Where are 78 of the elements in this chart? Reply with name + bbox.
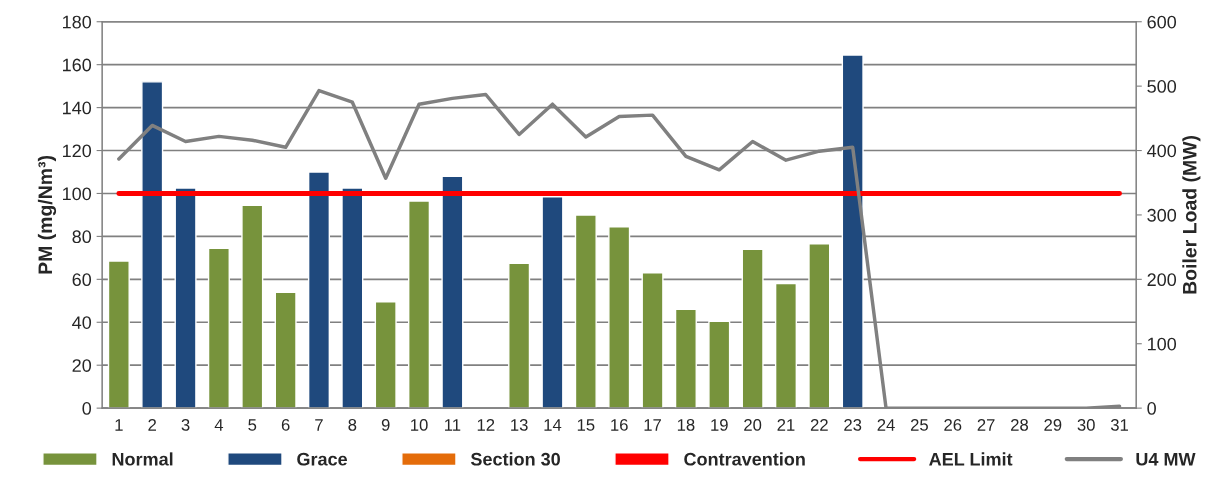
bar <box>608 226 631 409</box>
x-tick-label: 23 <box>844 418 862 431</box>
legend-label: Grace <box>297 452 348 466</box>
bar <box>641 272 664 409</box>
bar <box>174 187 197 409</box>
bar <box>741 248 764 409</box>
y-tick-label: 60 <box>72 273 92 287</box>
legend-label: Normal <box>112 452 173 466</box>
y-tick-label: 160 <box>63 58 92 72</box>
y2-tick-label: 300 <box>1147 208 1177 222</box>
x-tick-label: 2 <box>148 418 157 431</box>
x-tick-label: 4 <box>214 419 224 431</box>
bar <box>774 282 798 409</box>
y2-tick-label: 200 <box>1147 273 1177 287</box>
x-tick-label: 22 <box>810 418 828 431</box>
x-tick-label: 10 <box>411 418 428 431</box>
x-tick-label: 17 <box>644 419 661 431</box>
x-tick-label: 24 <box>877 418 895 431</box>
legend-label: AEL Limit <box>929 452 1013 466</box>
y-tick-label: 180 <box>63 15 92 29</box>
x-tick-label: 3 <box>181 418 190 431</box>
bar <box>508 262 531 409</box>
x-tick-label: 18 <box>677 418 695 431</box>
x-tick-label: 30 <box>1077 418 1095 431</box>
bar <box>107 260 130 409</box>
bar <box>207 247 230 409</box>
x-tick-label: 9 <box>381 418 390 431</box>
x-tick-label: 16 <box>611 418 628 431</box>
legend-label: U4 MW <box>1136 453 1196 466</box>
bar <box>274 291 297 409</box>
bar <box>541 195 564 409</box>
bar <box>374 301 397 409</box>
bar <box>708 320 731 409</box>
y2-tick-label: 600 <box>1147 15 1177 29</box>
x-tick-label: 15 <box>577 419 595 431</box>
bar <box>408 200 431 409</box>
bar <box>141 81 164 409</box>
x-tick-label: 6 <box>281 418 290 431</box>
x-tick-label: 13 <box>511 418 528 431</box>
x-tick-label: 14 <box>544 419 562 431</box>
y-tick-label: 120 <box>63 144 92 158</box>
x-tick-label: 7 <box>315 419 323 431</box>
y-tick-label: 140 <box>63 101 92 115</box>
y2-tick-label: 500 <box>1147 80 1177 93</box>
y-tick-label: 100 <box>63 187 92 201</box>
x-tick-label: 19 <box>711 418 728 431</box>
y2-tick-label: 100 <box>1148 337 1177 351</box>
y-tick-label: 40 <box>72 316 92 329</box>
bar <box>241 204 264 409</box>
x-tick-label: 12 <box>477 418 495 431</box>
bar <box>841 54 864 409</box>
x-tick-label: 11 <box>445 419 461 431</box>
y-tick-label: 80 <box>72 230 92 244</box>
x-tick-label: 29 <box>1044 418 1062 431</box>
x-tick-label: 27 <box>977 418 995 431</box>
y2-tick-label: 0 <box>1147 402 1156 415</box>
x-tick-label: 20 <box>744 418 762 431</box>
y-tick-label: 20 <box>72 359 92 372</box>
x-tick-label: 1 <box>115 419 123 431</box>
x-tick-label: 25 <box>910 418 928 431</box>
legend-label: Section 30 <box>470 452 560 466</box>
x-tick-label: 26 <box>944 418 962 431</box>
bar <box>341 187 364 409</box>
legend-label: Contravention <box>684 452 805 466</box>
y-tick-label: 0 <box>82 402 92 415</box>
y2-tick-label: 400 <box>1147 144 1177 158</box>
y2-axis-title: Boiler Load (MW) <box>1182 135 1201 294</box>
x-tick-label: 5 <box>248 419 257 431</box>
x-tick-label: 31 <box>1110 418 1128 431</box>
x-tick-label: 21 <box>777 418 795 431</box>
x-tick-label: 8 <box>348 418 357 431</box>
bar <box>441 175 464 409</box>
x-tick-label: 28 <box>1011 418 1029 431</box>
bar <box>307 171 331 409</box>
y-axis-title: PM (mg/Nm³) <box>37 155 57 274</box>
bar <box>674 308 697 409</box>
bar <box>808 243 831 409</box>
bar <box>574 214 597 409</box>
